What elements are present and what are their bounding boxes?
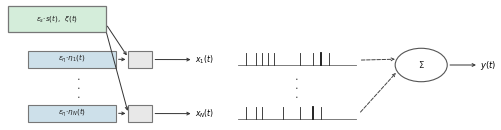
FancyBboxPatch shape — [28, 51, 116, 68]
Text: $\Sigma$: $\Sigma$ — [417, 60, 424, 70]
Text: $\cdot$: $\cdot$ — [293, 73, 298, 83]
Text: $\varepsilon_\eta{\cdot}\eta_N(t)$: $\varepsilon_\eta{\cdot}\eta_N(t)$ — [58, 107, 86, 119]
FancyBboxPatch shape — [28, 105, 116, 122]
Text: $\cdot$: $\cdot$ — [76, 73, 80, 83]
Text: $\cdot$: $\cdot$ — [76, 82, 80, 92]
Text: $x_1(t)$: $x_1(t)$ — [194, 53, 213, 66]
Text: $\cdot$: $\cdot$ — [293, 82, 298, 92]
Text: $\cdot$: $\cdot$ — [293, 91, 298, 101]
FancyBboxPatch shape — [128, 105, 152, 122]
Text: $\varepsilon_\eta{\cdot}\eta_1(t)$: $\varepsilon_\eta{\cdot}\eta_1(t)$ — [58, 53, 86, 65]
FancyBboxPatch shape — [128, 51, 152, 68]
Text: $x_N(t)$: $x_N(t)$ — [194, 107, 214, 120]
Text: $\varepsilon_s{\cdot}s(t)$,  $\xi(t)$: $\varepsilon_s{\cdot}s(t)$, $\xi(t)$ — [36, 13, 78, 24]
FancyBboxPatch shape — [8, 6, 106, 32]
Text: $y(t)$: $y(t)$ — [479, 58, 495, 72]
Text: $\cdot$: $\cdot$ — [76, 91, 80, 101]
